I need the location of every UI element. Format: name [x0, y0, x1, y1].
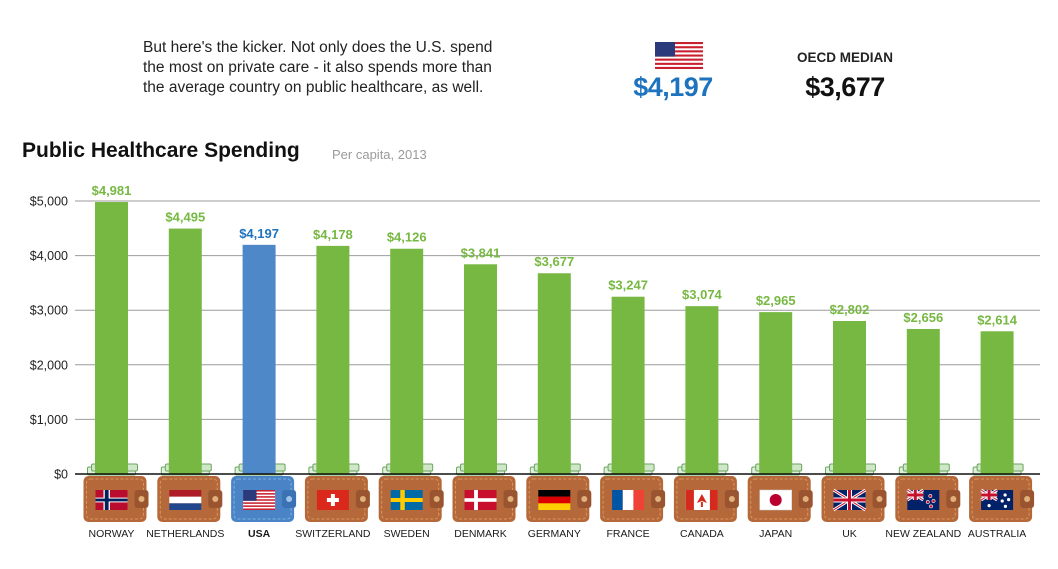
category-label: UK	[842, 528, 857, 540]
oecd-median-label: OECD MEDIAN	[796, 50, 893, 65]
australia-flag	[980, 488, 1014, 510]
intro-line-3: the average country on public healthcare…	[143, 79, 484, 96]
bar	[168, 228, 202, 474]
category-label: NEW ZEALAND	[885, 528, 961, 540]
bar	[464, 264, 497, 474]
data-label: $2,614	[977, 312, 1018, 327]
netherlands-flag	[169, 490, 202, 510]
data-label: $2,965	[756, 293, 796, 308]
category-label: GERMANY	[528, 528, 581, 540]
category-label: AUSTRALIA	[968, 528, 1026, 540]
data-label: $4,981	[92, 183, 132, 198]
denmark-flag	[464, 490, 497, 510]
data-label: $3,677	[534, 254, 574, 269]
chart-subtitle: Per capita, 2013	[332, 147, 427, 162]
data-label: $4,197	[239, 226, 279, 241]
bar	[759, 312, 793, 474]
category-label: FRANCE	[607, 528, 650, 540]
intro-text: But here's the kicker. Not only does the…	[143, 38, 563, 98]
bar	[242, 244, 276, 474]
category-label: NETHERLANDS	[146, 528, 224, 540]
category-label: NORWAY	[89, 528, 135, 540]
bar	[316, 245, 350, 474]
y-tick-label: $2,000	[30, 358, 68, 372]
data-label: $3,074	[682, 287, 723, 302]
usa-flag	[243, 490, 276, 510]
data-label: $4,126	[387, 230, 427, 245]
y-tick-label: $0	[54, 468, 68, 482]
new-zealand-flag	[906, 488, 940, 510]
germany-flag	[538, 490, 571, 510]
usa-flag-icon	[655, 42, 703, 69]
data-label: $3,841	[461, 245, 501, 260]
y-tick-label: $1,000	[30, 413, 68, 427]
japan-flag	[759, 489, 792, 511]
bar	[390, 248, 424, 474]
bar	[980, 331, 1014, 474]
oecd-median-value: $3,677	[805, 72, 885, 102]
uk-flag	[832, 488, 867, 512]
data-label: $2,656	[903, 310, 943, 325]
data-label: $4,495	[165, 210, 205, 225]
category-label: CANADA	[680, 528, 724, 540]
chart-title: Public Healthcare Spending	[22, 139, 300, 162]
category-label: USA	[248, 528, 271, 540]
y-tick-label: $4,000	[30, 249, 68, 263]
switzerland-flag	[316, 490, 349, 510]
category-label: DENMARK	[454, 528, 507, 540]
sweden-flag	[390, 490, 423, 510]
bar	[611, 296, 645, 474]
bar	[906, 328, 940, 474]
data-label: $3,247	[608, 278, 648, 293]
data-label: $4,178	[313, 227, 353, 242]
bar	[95, 202, 128, 474]
category-label: SWITZERLAND	[295, 528, 371, 540]
france-flag	[612, 490, 645, 510]
norway-flag	[95, 490, 128, 510]
y-tick-label: $3,000	[30, 304, 68, 318]
category-label: SWEDEN	[384, 528, 430, 540]
category-label: JAPAN	[759, 528, 792, 540]
bar	[685, 306, 719, 474]
intro-line-1: But here's the kicker. Not only does the…	[143, 39, 493, 56]
wallet-icon	[83, 476, 149, 522]
bar	[537, 273, 571, 474]
canada-flag	[685, 490, 718, 510]
intro-line-2: the most on private care - it also spend…	[143, 59, 492, 76]
usa-spending-value: $4,197	[633, 72, 713, 102]
y-tick-label: $5,000	[30, 195, 68, 209]
data-label: $2,802	[830, 302, 870, 317]
bar	[833, 321, 866, 474]
